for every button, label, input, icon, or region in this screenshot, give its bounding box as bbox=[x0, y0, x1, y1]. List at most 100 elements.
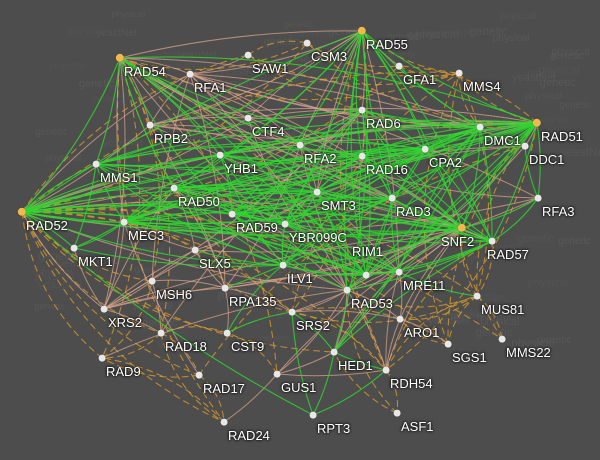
graph-edge-coexpression bbox=[21, 211, 314, 416]
graph-node-rad6[interactable] bbox=[358, 106, 366, 114]
graph-edge-coexpression bbox=[361, 155, 493, 242]
graph-edge-coexpression bbox=[282, 197, 393, 266]
graph-node-label-rpb2: RPB2 bbox=[154, 131, 188, 146]
graph-node-rad24[interactable] bbox=[220, 418, 228, 426]
graph-node-xrs2[interactable] bbox=[100, 305, 108, 313]
graph-node-slx5[interactable] bbox=[191, 246, 199, 254]
graph-edge-coexpression bbox=[365, 197, 393, 276]
graph-node-label-srs2: SRS2 bbox=[296, 318, 330, 333]
graph-node-rad55[interactable] bbox=[357, 26, 367, 36]
graph-node-hed1[interactable] bbox=[330, 348, 338, 356]
graph-node-sgs1[interactable] bbox=[444, 340, 452, 348]
graph-edge-genetic bbox=[361, 30, 460, 74]
graph-edge-genetic bbox=[117, 57, 225, 423]
graph-node-label-rpt3: RPT3 bbox=[317, 421, 351, 436]
graph-edge-physical bbox=[101, 289, 348, 359]
graph-node-asf1[interactable] bbox=[393, 409, 401, 417]
graph-node-mre11[interactable] bbox=[395, 268, 403, 276]
graph-node-rfa3[interactable] bbox=[534, 194, 542, 202]
graph-node-rad9[interactable] bbox=[98, 354, 106, 362]
graph-edge-physical bbox=[299, 144, 463, 229]
graph-node-rpt3[interactable] bbox=[309, 411, 317, 419]
graph-edge-coexpression bbox=[119, 57, 175, 189]
graph-node-rad54[interactable] bbox=[115, 53, 125, 63]
graph-node-rdh54[interactable] bbox=[382, 366, 390, 374]
graph-edge-coexpression bbox=[21, 30, 363, 213]
graph-edge-coexpression bbox=[365, 240, 493, 276]
graph-node-ilv1[interactable] bbox=[279, 261, 287, 269]
graph-node-label-ddc1: DDC1 bbox=[529, 152, 565, 167]
graph-edge-coexpression bbox=[95, 119, 538, 165]
graph-node-rad50[interactable] bbox=[170, 184, 178, 192]
graph-edge-coexpression bbox=[361, 109, 463, 229]
graph-edge-genetic bbox=[385, 122, 538, 371]
graph-node-rpa135[interactable] bbox=[221, 284, 229, 292]
graph-edge-coexpression bbox=[398, 126, 481, 273]
graph-edge-physical bbox=[399, 318, 449, 345]
graph-edge-coexpression bbox=[391, 148, 426, 199]
graph-node-ddc1[interactable] bbox=[521, 142, 529, 150]
graph-node-ctf4[interactable] bbox=[244, 114, 252, 122]
graph-node-rad52[interactable] bbox=[17, 207, 27, 217]
graph-node-label-mkt1: MKT1 bbox=[78, 254, 113, 269]
graph-edge-coexpression bbox=[73, 247, 284, 267]
graph-node-rad18[interactable] bbox=[157, 329, 165, 337]
graph-node-gus1[interactable] bbox=[273, 370, 281, 378]
graph-node-yhb1[interactable] bbox=[216, 151, 224, 159]
graph-node-rad17[interactable] bbox=[195, 371, 203, 379]
graph-edge-coexpression bbox=[524, 145, 539, 199]
graph-node-rad51[interactable] bbox=[532, 118, 542, 128]
graph-edge-coexpression bbox=[361, 30, 493, 242]
graph-node-rad16[interactable] bbox=[358, 152, 366, 160]
graph-node-cst9[interactable] bbox=[223, 329, 231, 337]
graph-edge-physical bbox=[247, 107, 538, 124]
graph-edge-physical bbox=[149, 116, 249, 126]
graph-node-label-mms1: MMS1 bbox=[100, 170, 138, 185]
graph-node-rad53[interactable] bbox=[343, 286, 351, 294]
graph-edge-genetic bbox=[460, 227, 478, 297]
graph-node-rfa1[interactable] bbox=[186, 70, 194, 78]
graph-node-aro1[interactable] bbox=[396, 315, 404, 323]
graph-edge-coexpression bbox=[226, 311, 293, 334]
graph-node-rad57[interactable] bbox=[488, 237, 496, 245]
graph-node-mms22[interactable] bbox=[498, 335, 506, 343]
graph-node-dmc1[interactable] bbox=[476, 123, 484, 131]
graph-node-smt3[interactable] bbox=[313, 188, 321, 196]
graph-edge-coexpression bbox=[123, 155, 363, 223]
graph-edge-physical bbox=[151, 279, 226, 289]
graph-node-ybr099c[interactable] bbox=[281, 220, 289, 228]
graph-node-rfa2[interactable] bbox=[296, 141, 304, 149]
graph-edge-genetic bbox=[160, 332, 225, 423]
graph-edge-coexpression bbox=[123, 154, 221, 223]
graph-node-mms4[interactable] bbox=[455, 69, 463, 77]
graph-node-rpb2[interactable] bbox=[146, 121, 154, 129]
graph-node-label-cst9: CST9 bbox=[231, 339, 265, 354]
graph-node-saw1[interactable] bbox=[244, 51, 252, 59]
graph-edge-physical bbox=[103, 308, 162, 334]
graph-node-rad59[interactable] bbox=[228, 210, 236, 218]
graph-node-csm3[interactable] bbox=[303, 39, 311, 47]
graph-edge-genetic bbox=[247, 54, 538, 129]
graph-node-gfa1[interactable] bbox=[395, 62, 403, 70]
graph-node-mec3[interactable] bbox=[120, 218, 128, 226]
graph-node-label-rad51: RAD51 bbox=[541, 129, 583, 144]
graph-edge-genetic bbox=[458, 72, 481, 128]
graph-node-mkt1[interactable] bbox=[70, 244, 78, 252]
graph-edge-genetic bbox=[291, 295, 478, 323]
graph-node-mms1[interactable] bbox=[92, 160, 100, 168]
graph-node-label-rad17: RAD17 bbox=[203, 381, 245, 396]
graph-node-srs2[interactable] bbox=[288, 308, 296, 316]
graph-edge-physical bbox=[123, 221, 200, 376]
graph-edge-genetic bbox=[247, 40, 308, 56]
graph-node-snf2[interactable] bbox=[457, 223, 467, 233]
graph-node-rad3[interactable] bbox=[388, 194, 396, 202]
graph-node-mus81[interactable] bbox=[473, 292, 481, 300]
graph-edge-physical bbox=[316, 30, 363, 193]
graph-node-label-rad53: RAD53 bbox=[351, 296, 393, 311]
graph-node-rim1[interactable] bbox=[362, 271, 370, 279]
graph-edge-coexpression bbox=[461, 126, 481, 229]
graph-node-msh6[interactable] bbox=[148, 277, 156, 285]
graph-node-cpa2[interactable] bbox=[421, 145, 429, 153]
